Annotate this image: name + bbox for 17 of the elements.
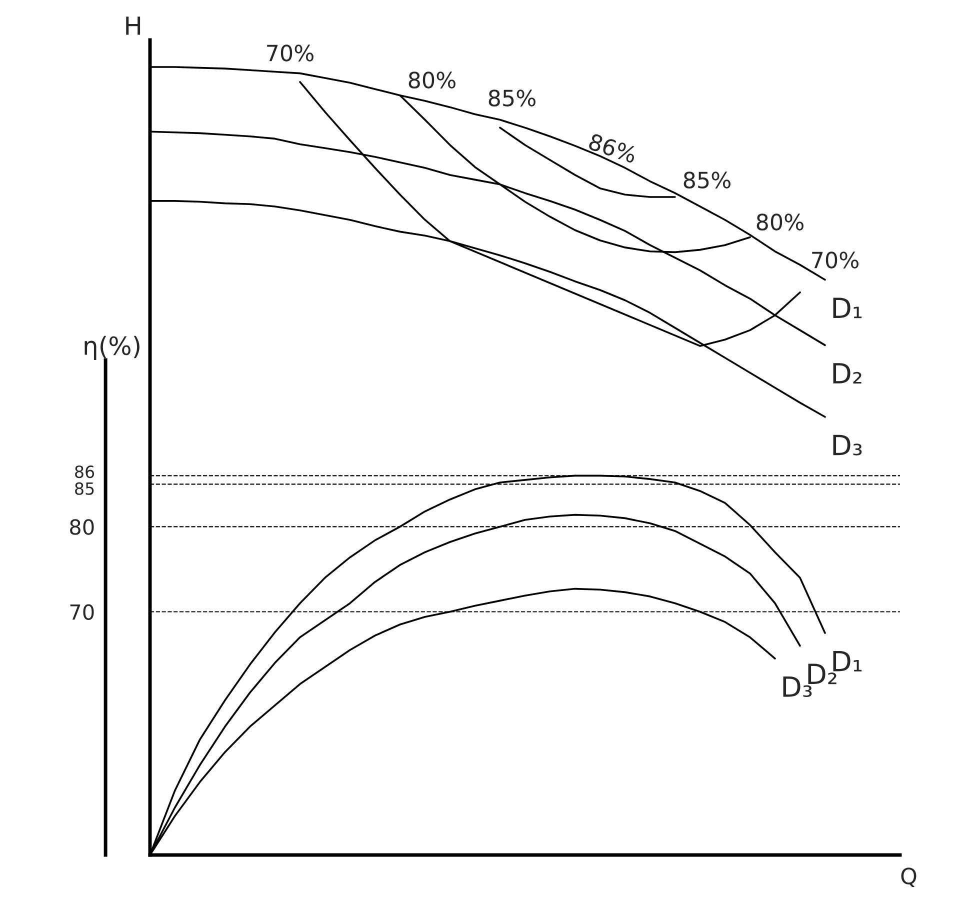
series-label: D₂: [833, 363, 862, 384]
y-axis-title: H: [126, 16, 140, 35]
annotation: 85%: [684, 172, 730, 188]
annotation: 70%: [812, 252, 858, 268]
y-axis-title: η(%): [84, 336, 140, 360]
annotation: 80%: [756, 214, 804, 230]
y-tick-label: 86: [75, 465, 94, 478]
annotation: 86%: [588, 132, 638, 164]
annotation: 85%: [488, 90, 536, 106]
y-tick-label: 85: [75, 482, 94, 495]
x-axis-title: Q: [901, 868, 916, 887]
y-tick-label: 80: [70, 519, 94, 535]
series-label: D₃: [833, 434, 862, 456]
text: 70%: [267, 44, 314, 62]
annotation: 80%: [408, 72, 456, 88]
series-label: D₁: [833, 298, 862, 318]
y-tick-label: 70: [70, 604, 94, 620]
